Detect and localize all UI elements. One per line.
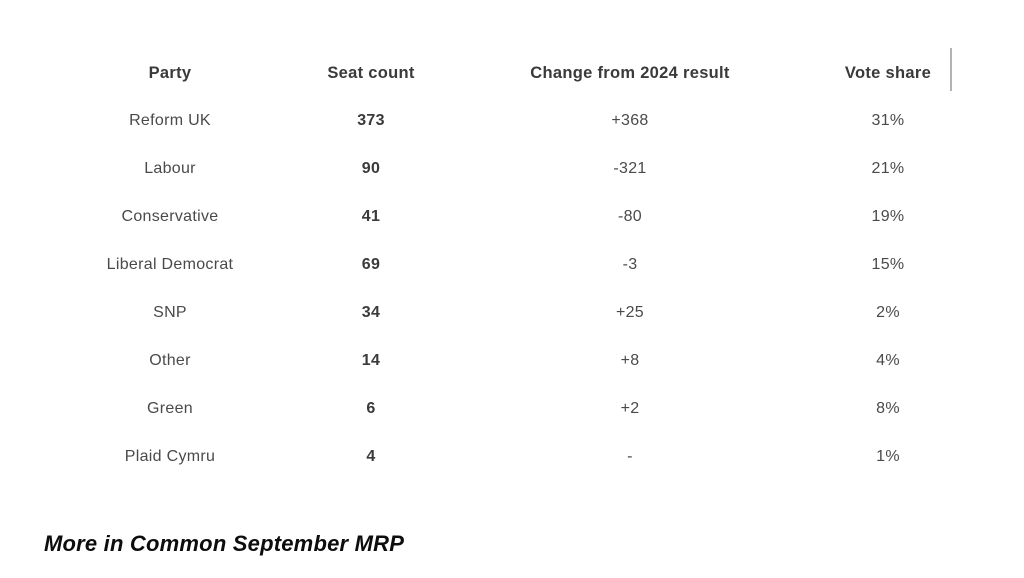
seat-count-cell: 90 <box>361 160 381 177</box>
change-cell: +368 <box>611 112 649 129</box>
poll-results-table: Party Seat count Change from 2024 result… <box>100 48 1018 481</box>
header-divider-line <box>950 48 952 91</box>
seat-count-cell: 373 <box>357 112 385 129</box>
vote-share-cell: 19% <box>871 208 905 225</box>
table-row-liberal-democrat: Liberal Democrat 69 -3 15% <box>100 241 1018 289</box>
seat-count-cell: 6 <box>366 400 376 417</box>
seat-count-cell: 41 <box>361 208 381 225</box>
vote-share-cell: 2% <box>876 304 900 321</box>
table-row-conservative: Conservative 41 -80 19% <box>100 193 1018 241</box>
change-cell: -3 <box>622 256 638 273</box>
change-cell: -321 <box>613 160 647 177</box>
table-row-plaid-cymru: Plaid Cymru 4 - 1% <box>100 433 1018 481</box>
change-cell: +2 <box>620 400 640 417</box>
column-header-change: Change from 2024 result <box>530 63 730 82</box>
table-header-row: Party Seat count Change from 2024 result… <box>100 48 1018 97</box>
change-cell: +8 <box>620 352 640 369</box>
party-name-cell: Green <box>147 400 193 417</box>
table-row-reform-uk: Reform UK 373 +368 31% <box>100 97 1018 145</box>
seat-count-cell: 34 <box>361 304 381 321</box>
party-name-cell: Plaid Cymru <box>124 448 216 465</box>
table-row-snp: SNP 34 +25 2% <box>100 289 1018 337</box>
seat-count-cell: 4 <box>366 448 376 465</box>
party-name-cell: Labour <box>144 160 196 177</box>
change-cell: -80 <box>617 208 643 225</box>
table-row-green: Green 6 +2 8% <box>100 385 1018 433</box>
column-header-seat-count: Seat count <box>327 63 415 82</box>
seat-count-cell: 14 <box>361 352 381 369</box>
vote-share-cell: 15% <box>871 256 905 273</box>
seat-count-cell: 69 <box>361 256 381 273</box>
party-name-cell: SNP <box>153 304 187 321</box>
party-name-cell: Reform UK <box>129 112 211 129</box>
party-name-cell: Conservative <box>121 208 219 225</box>
party-name-cell: Liberal Democrat <box>106 256 234 273</box>
table-row-labour: Labour 90 -321 21% <box>100 145 1018 193</box>
vote-share-cell: 31% <box>871 112 905 129</box>
source-caption: More in Common September MRP <box>44 531 405 556</box>
vote-share-cell: 1% <box>876 448 900 465</box>
table-row-other: Other 14 +8 4% <box>100 337 1018 385</box>
vote-share-cell: 8% <box>876 400 900 417</box>
column-header-vote-share: Vote share <box>844 63 932 82</box>
party-name-cell: Other <box>149 352 191 369</box>
change-cell: +25 <box>615 304 645 321</box>
vote-share-cell: 21% <box>871 160 905 177</box>
column-header-party: Party <box>148 63 192 82</box>
vote-share-cell: 4% <box>876 352 900 369</box>
change-cell: - <box>627 448 633 465</box>
